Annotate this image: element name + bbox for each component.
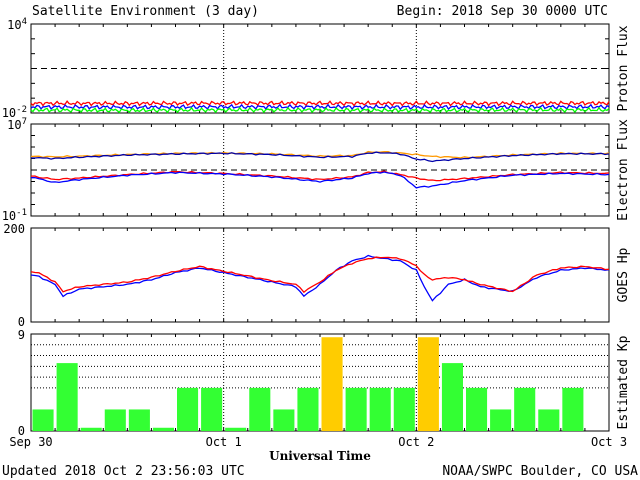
- kp-bar: [32, 409, 54, 431]
- hp-series-red: [30, 256, 610, 294]
- kp-bar: [490, 409, 512, 431]
- kp-bar: [273, 409, 295, 431]
- kp-bar: [441, 363, 463, 431]
- hp-frame: [30, 227, 610, 323]
- begin-time: Begin: 2018 Sep 30 0000 UTC: [397, 4, 608, 19]
- kp-bar: [80, 427, 102, 431]
- electron-axis-label: Electron Flux: [616, 119, 631, 221]
- kp-bar: [297, 387, 319, 431]
- kp-bar: [201, 387, 223, 431]
- kp-bar: [225, 427, 247, 431]
- electron-series-navy: [31, 151, 610, 163]
- x-tick-label: Oct 3: [591, 435, 627, 449]
- kp-bar: [321, 337, 343, 431]
- electron-series-red: [30, 170, 610, 182]
- kp-bar: [393, 387, 415, 431]
- kp-bar: [177, 387, 199, 431]
- hp-axis-label: GOES Hp: [616, 247, 631, 302]
- kp-bar: [345, 387, 367, 431]
- proton-series-red: [30, 100, 610, 107]
- chart-title: Satellite Environment (3 day): [32, 4, 259, 19]
- credit-label: NOAA/SWPC Boulder, CO USA: [442, 464, 638, 479]
- hp-ytick-top: 200: [3, 222, 25, 236]
- proton-panel: 104 10-2 Proton Flux: [2, 17, 631, 120]
- x-tick-label: Sep 30: [9, 435, 52, 449]
- kp-ytick-bottom: 0: [18, 424, 25, 438]
- kp-bar: [514, 387, 536, 431]
- kp-axis-label: Estimated Kp: [616, 335, 631, 429]
- x-axis-label: Universal Time: [269, 449, 371, 463]
- proton-ytick-top: 104: [7, 17, 27, 32]
- kp-ytick-top: 9: [18, 328, 25, 342]
- kp-bar: [128, 409, 150, 431]
- kp-bar: [417, 337, 439, 431]
- updated-timestamp: Updated 2018 Oct 2 23:56:03 UTC: [2, 464, 245, 479]
- electron-series-orange: [30, 150, 610, 159]
- electron-ytick-top: 107: [7, 117, 27, 132]
- kp-bar: [249, 387, 271, 431]
- kp-bar: [562, 387, 584, 431]
- kp-bar: [369, 387, 391, 431]
- kp-bar: [152, 427, 174, 431]
- proton-axis-label: Proton Flux: [616, 25, 631, 111]
- kp-bar: [466, 387, 488, 431]
- hp-ytick-bottom: 0: [18, 315, 25, 329]
- x-tick-label: Oct 2: [398, 435, 434, 449]
- proton-ytick-bottom: 10-2: [2, 105, 27, 120]
- kp-panel: 9 0 Estimated Kp: [18, 328, 631, 438]
- proton-series-green: [30, 106, 610, 114]
- x-tick-label: Oct 1: [206, 435, 242, 449]
- kp-bar: [538, 409, 560, 431]
- hp-series-blue: [30, 254, 610, 302]
- proton-series-blue: [30, 103, 610, 111]
- kp-bar: [56, 363, 78, 431]
- electron-ytick-bottom: 10-1: [2, 208, 27, 223]
- electron-panel: 107 10-1 Electron Flux: [2, 117, 631, 223]
- kp-bar: [104, 409, 126, 431]
- electron-series-blue: [30, 171, 610, 189]
- hp-panel: 200 0 GOES Hp: [3, 222, 631, 329]
